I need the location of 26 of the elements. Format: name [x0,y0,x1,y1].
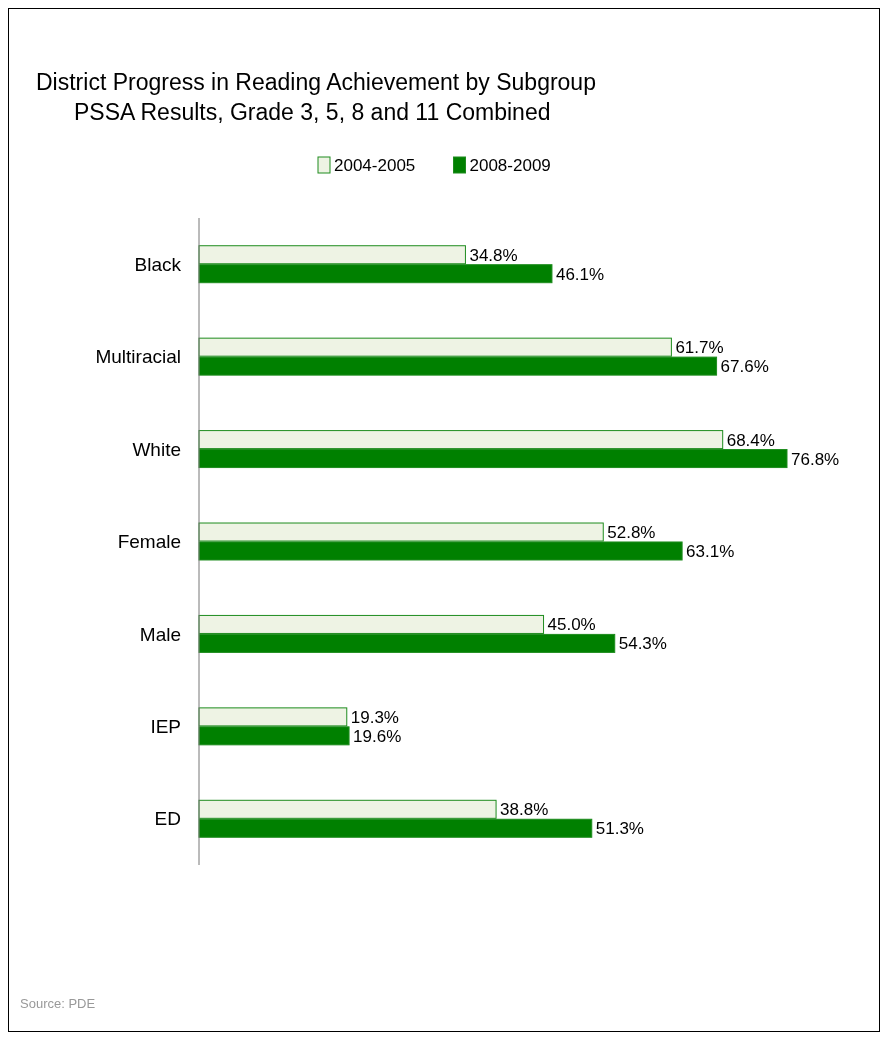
data-label: 63.1% [686,541,735,561]
data-label: 34.8% [469,245,518,265]
y-tick-label: Multiracial [95,346,181,368]
data-label: 46.1% [555,264,605,284]
data-label: 38.8% [500,800,549,820]
source-note: Source: PDE [20,996,96,1011]
data-label: 67.6% [720,357,769,377]
y-tick-label: ED [154,808,181,830]
data-label: 68.4% [726,430,775,450]
y-tick-label: White [132,438,181,460]
chart-title: District Progress in Reading Achievement by Subgroup [36,69,596,95]
data-label: 19.6% [353,726,402,746]
data-label: 54.3% [618,634,667,654]
data-label: 45.0% [547,615,596,635]
y-tick-label: Black [134,253,182,275]
y-tick-label: Female [117,531,181,553]
data-label: 19.3% [350,707,399,727]
y-tick-label: Male [139,623,181,645]
chart-subtitle: PSSA Results, Grade 3, 5, 8 and 11 Combined [74,99,551,125]
y-tick-label: IEP [150,716,181,738]
data-label: 76.8% [791,449,840,469]
legend-label: 2008-2009 [469,155,551,175]
data-label: 61.7% [675,338,724,358]
legend-label: 2004-2005 [334,155,416,175]
data-label: 51.3% [595,819,644,839]
data-label: 52.8% [607,522,656,542]
